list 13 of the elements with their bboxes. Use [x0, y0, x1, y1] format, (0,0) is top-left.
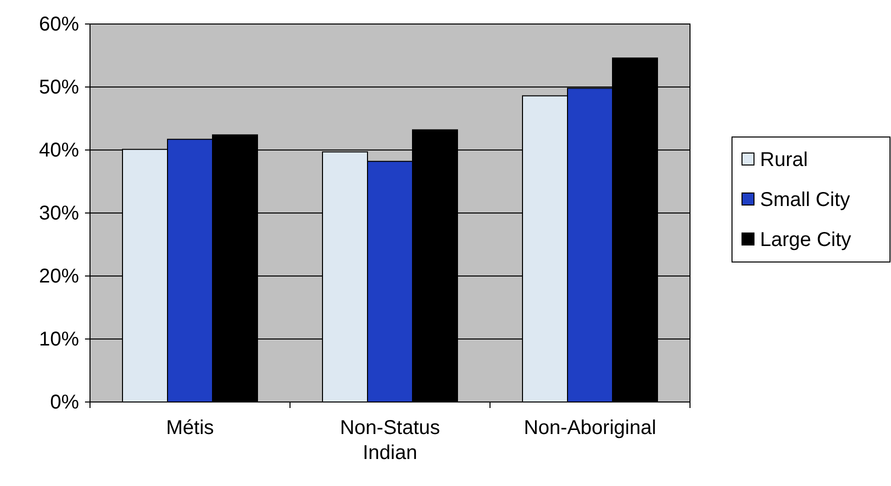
- legend-label: Large City: [760, 229, 852, 251]
- legend-label: Small City: [760, 189, 850, 211]
- x-tick-label: Métis: [166, 417, 214, 440]
- y-tick-label: 30%: [38, 202, 80, 224]
- legend-label: Rural: [760, 149, 808, 171]
- y-tick-label: 60%: [38, 13, 80, 36]
- y-tick-label: 0%: [50, 391, 80, 414]
- y-tick-label: 50%: [38, 76, 80, 98]
- y-tick-label: 20%: [38, 265, 80, 288]
- y-tick-label: 40%: [38, 139, 80, 162]
- x-tick-label: Non-Aboriginal: [524, 417, 656, 440]
- x-tick-label: Non-Status Indian: [340, 417, 440, 464]
- y-tick-label: 10%: [38, 328, 80, 350]
